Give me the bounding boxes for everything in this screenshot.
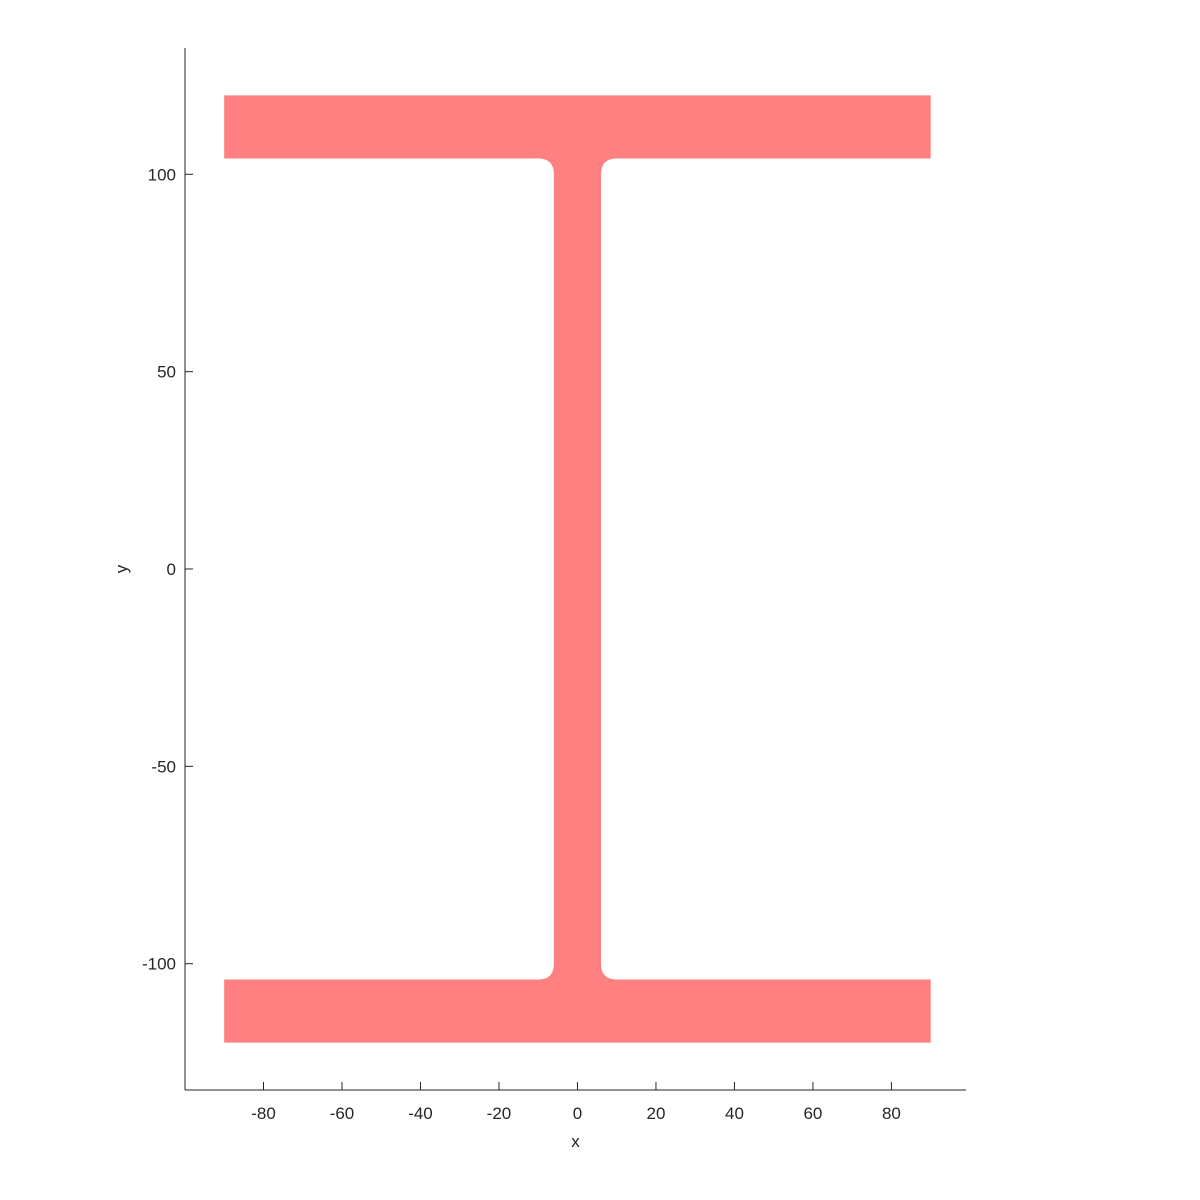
x-tick-label: -20 [487,1104,512,1123]
y-tick-label: -50 [151,757,176,776]
y-tick-label: 50 [157,363,176,382]
x-tick-label: -40 [408,1104,433,1123]
x-tick-label: 60 [803,1104,822,1123]
y-axis-label: y [112,564,131,573]
x-tick-label: 40 [725,1104,744,1123]
y-tick-label: 0 [167,560,176,579]
x-tick-label: 0 [573,1104,582,1123]
x-tick-label: 80 [882,1104,901,1123]
axes: -80 -60 -40 -20 0 20 40 60 80 -100 -50 0 50 100 [142,48,966,1123]
x-tick-label: 20 [646,1104,665,1123]
x-tick-label: -80 [251,1104,276,1123]
x-axis-label: x [571,1132,580,1151]
i-beam-shape [224,95,931,1043]
y-tick-label: -100 [142,955,176,974]
x-tick-label: -60 [330,1104,355,1123]
y-tick-label: 100 [148,165,176,184]
